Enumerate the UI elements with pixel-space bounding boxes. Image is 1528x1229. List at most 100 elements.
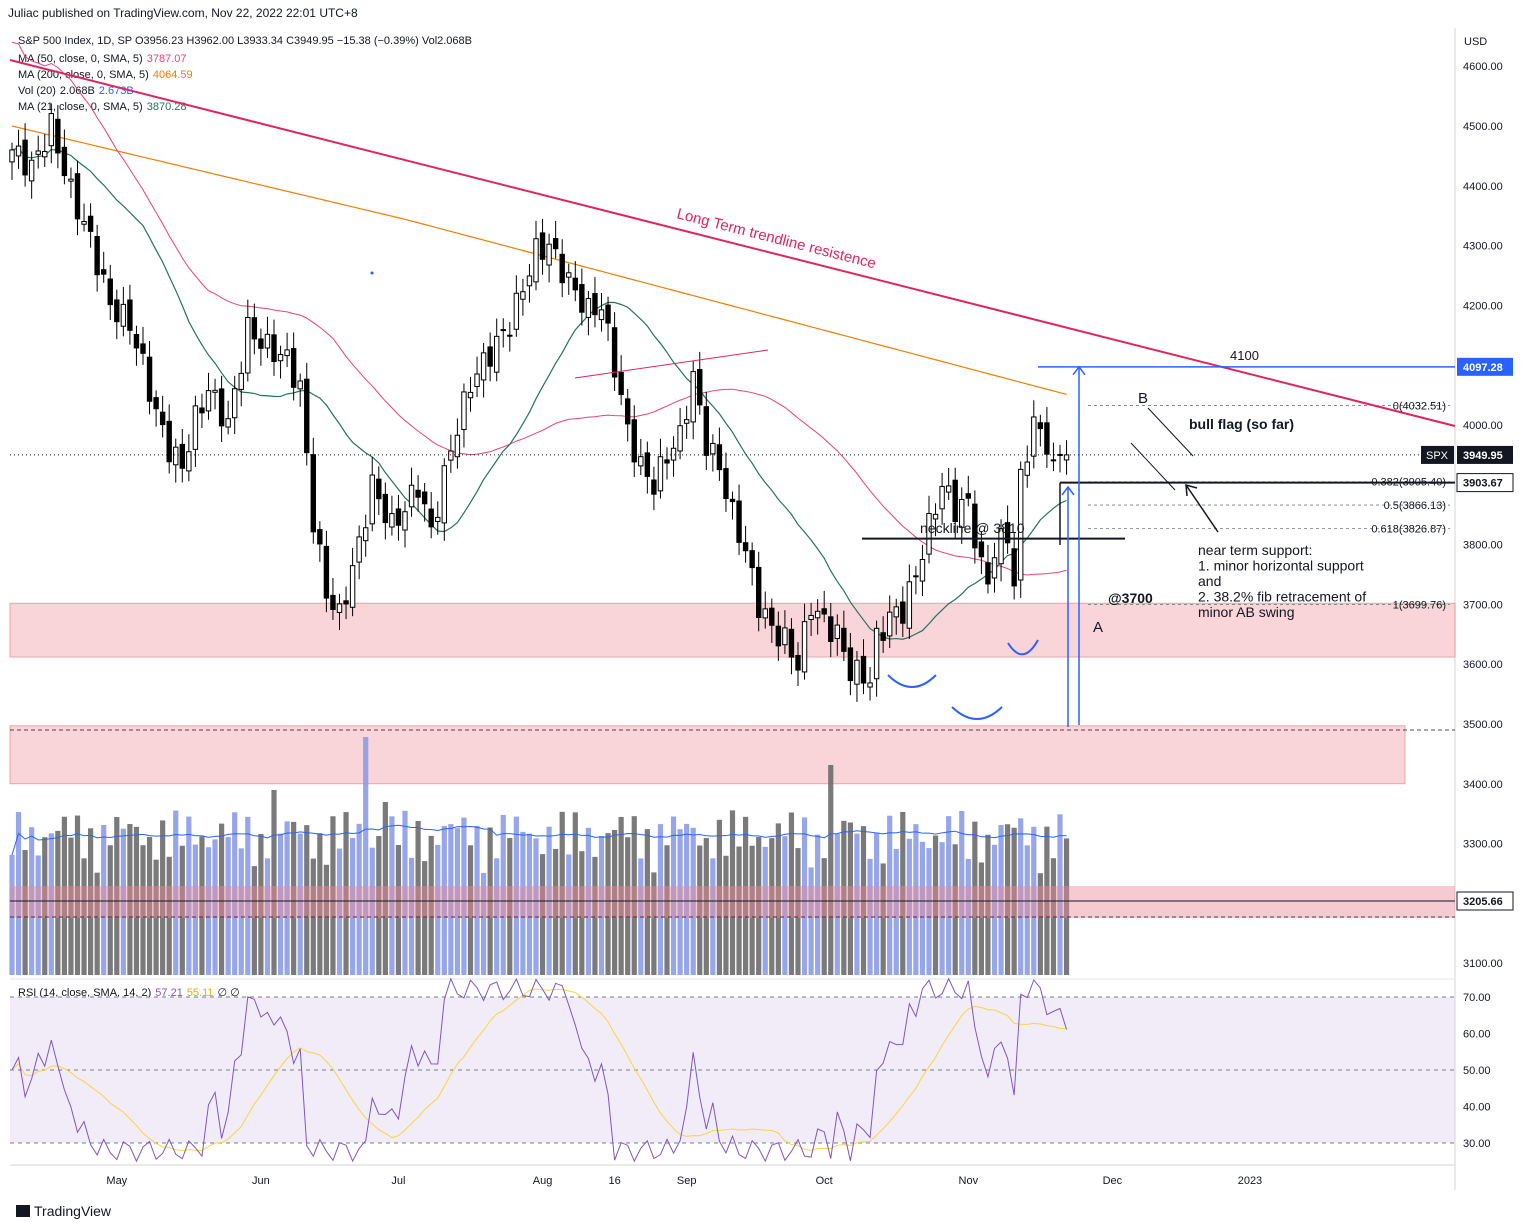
candle-body (959, 499, 965, 528)
candle-body (153, 397, 159, 410)
volume-bar (507, 837, 513, 975)
support-note: 2. 38.2% fib retracement of (1198, 589, 1366, 605)
price-tick: 4600.00 (1463, 61, 1503, 73)
candle-body (1004, 522, 1011, 544)
volume-bar (972, 821, 978, 975)
candle-body (788, 628, 795, 658)
volume-bar (644, 829, 650, 975)
candle-body (435, 516, 441, 522)
volume-bar (697, 845, 703, 975)
volume-bar (788, 812, 795, 975)
symbol-tag: SPX (1426, 450, 1449, 462)
volume-bar (140, 845, 146, 975)
volume-bar (847, 822, 853, 975)
candle-body (166, 420, 172, 463)
publish-header: Juliac published on TradingView.com, Nov… (8, 6, 358, 20)
rsi-tick: 40.00 (1463, 1102, 1491, 1114)
shoulder-curve (951, 706, 1003, 720)
volume-bar (382, 802, 388, 975)
candle-body (1050, 459, 1057, 462)
candle-body (1031, 416, 1037, 457)
candle-body (611, 327, 618, 378)
candle-body (723, 468, 729, 500)
candle-body (467, 391, 474, 399)
volume-bar (749, 845, 755, 975)
candle-body (638, 456, 644, 467)
candle-body (1063, 454, 1070, 461)
volume-bar (985, 834, 991, 975)
volume-bar (389, 816, 395, 975)
candle-body (906, 581, 913, 629)
candle-body (133, 334, 140, 349)
volume-bar (592, 856, 598, 975)
point-b-label: B (1138, 390, 1148, 407)
volume-bar (474, 825, 480, 975)
candle-body (539, 232, 546, 260)
candle-body (572, 277, 578, 291)
candle-body (559, 253, 565, 284)
volume-bar (48, 833, 54, 975)
candle-body (710, 442, 716, 455)
volume-bar (15, 812, 22, 975)
volume-bar (127, 823, 133, 975)
candle-body (277, 354, 284, 362)
volume-bar (1018, 818, 1024, 975)
price-label: 3205.66 (1463, 896, 1503, 908)
candle-body (795, 654, 801, 671)
candle-body (474, 373, 480, 388)
candle-body (225, 418, 231, 428)
volume-bar (782, 836, 788, 975)
candle-body (1044, 422, 1050, 455)
candle-body (35, 150, 41, 155)
volume-bar (743, 816, 749, 975)
candle-body (271, 334, 277, 363)
volume-bar (264, 858, 271, 975)
candle-body (670, 447, 677, 461)
volume-bar (939, 842, 945, 975)
candle-body (15, 145, 22, 157)
candle-body (304, 378, 310, 454)
rsi-tick: 50.00 (1463, 1065, 1491, 1077)
time-tick: Dec (1103, 1175, 1123, 1187)
rsi-tick: 60.00 (1463, 1029, 1491, 1041)
candle-body (985, 562, 991, 585)
volume-bar (232, 812, 238, 975)
volume-bar (1057, 814, 1063, 975)
shoulder-curve (1007, 639, 1039, 656)
volume-bar (9, 855, 15, 975)
volume-bar (415, 820, 421, 975)
volume-bar (625, 837, 631, 975)
candle-body (552, 238, 559, 250)
candle-body (683, 419, 690, 424)
candle-body (736, 500, 742, 543)
price-label-box (1457, 445, 1513, 464)
volume-bar (422, 861, 428, 975)
candle-body (232, 388, 238, 419)
volume-bar (42, 837, 48, 975)
volume-bar (684, 823, 690, 975)
shoulder-curve (887, 674, 937, 688)
candle-body (454, 434, 461, 458)
candle-body (919, 558, 926, 582)
volume-bar (775, 823, 781, 975)
volume-bar (736, 846, 742, 975)
candle-body (513, 292, 520, 330)
volume-bar (153, 859, 159, 975)
symbol-legend: S&P 500 Index, 1D, SP O3956.23 H3962.00 … (18, 33, 476, 49)
candle-body (1024, 461, 1030, 476)
rsi-ma-line (11, 988, 1067, 1152)
axis-unit: USD (1464, 36, 1487, 48)
time-tick: May (106, 1175, 127, 1187)
candle-body (127, 299, 133, 331)
level-3700-label: @3700 (1108, 590, 1153, 606)
candle-body (323, 545, 330, 599)
candle-body (87, 215, 94, 232)
volume-bar (219, 823, 225, 975)
volume-bar (703, 838, 709, 975)
candle-body (94, 236, 100, 276)
candle-body (546, 243, 552, 266)
volume-bar (533, 838, 539, 975)
price-label: 4097.28 (1463, 362, 1503, 374)
candle-body (991, 557, 998, 579)
